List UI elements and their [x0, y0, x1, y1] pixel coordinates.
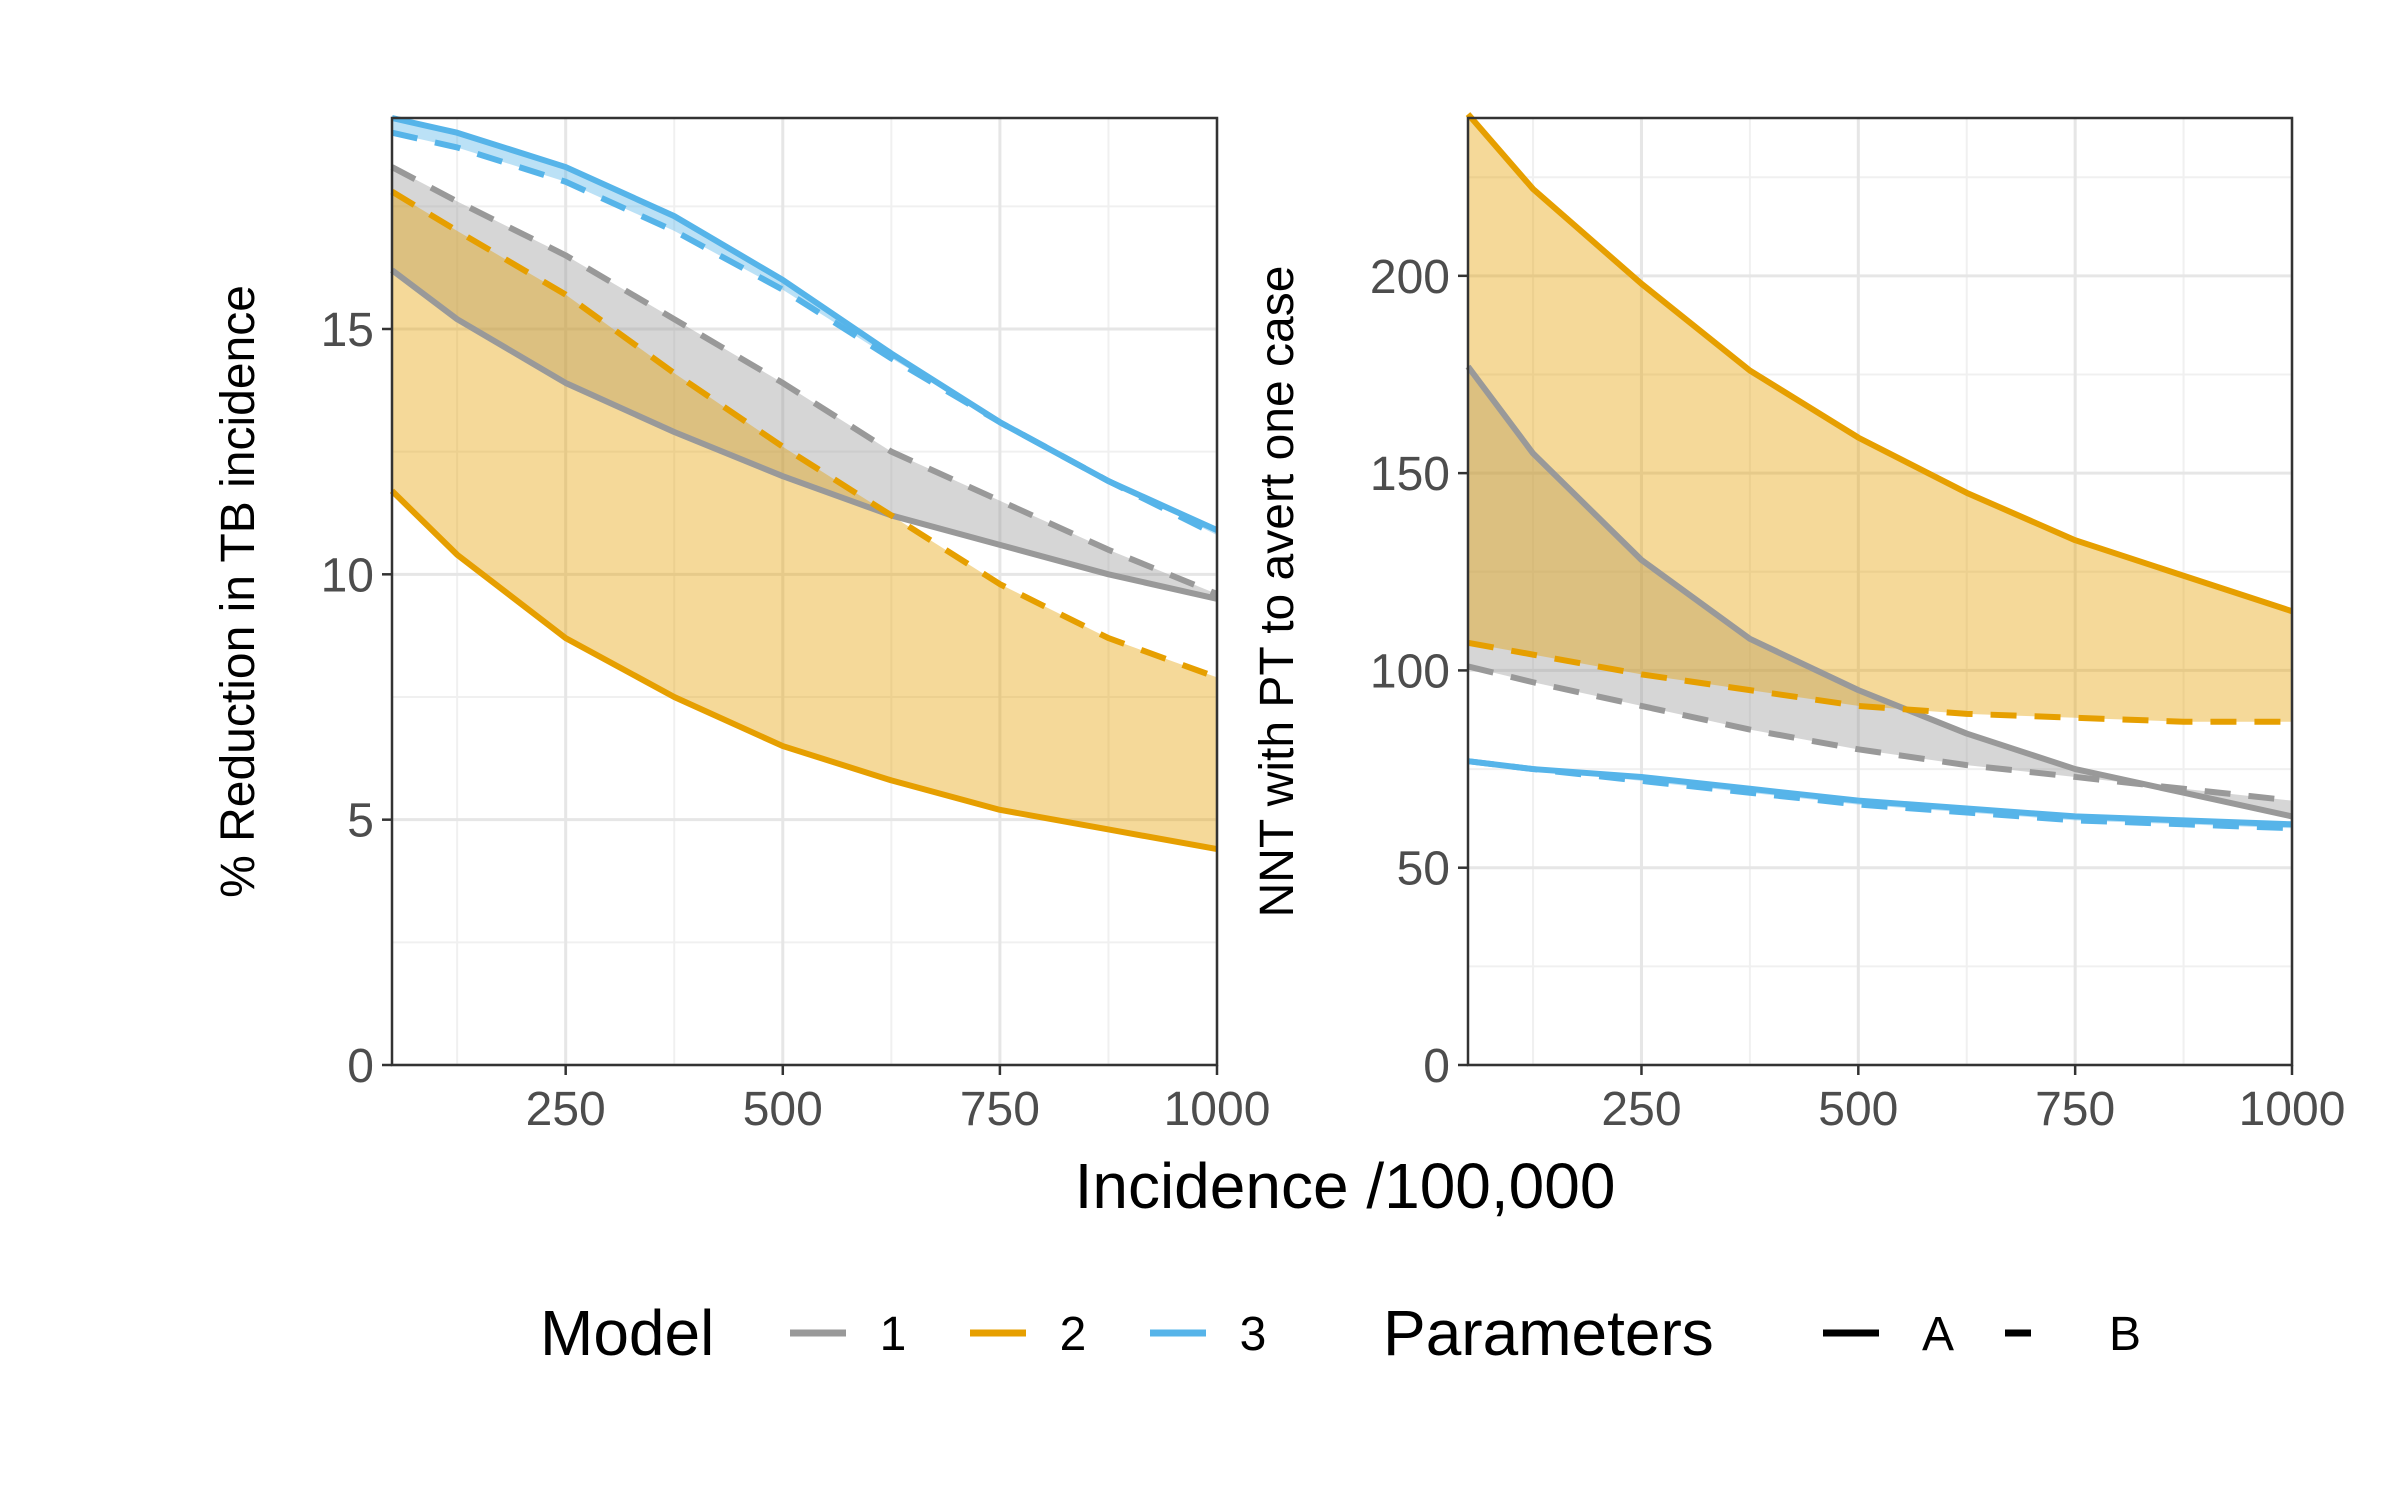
series-line-model-2-param-A: [389, 488, 1218, 853]
ribbon-model-1: [1468, 366, 2292, 817]
x-tick-label: 250: [1601, 1083, 1681, 1136]
x-tick-label: 750: [2035, 1083, 2115, 1136]
legend-title-model: Model: [540, 1297, 714, 1369]
y-tick-label: 10: [321, 549, 374, 602]
panel-right: 250 500 750 1000 0 50 100 150 200 NNT with PT to …: [1251, 112, 2346, 1136]
series-line-model-1-param-A: [1465, 364, 2293, 820]
series-line-model-2-param-B: [1467, 639, 2292, 725]
ribbon-model-2: [392, 191, 1217, 850]
y-tick-label: 100: [1370, 645, 1450, 698]
y-tick-label: 0: [347, 1040, 374, 1093]
x-tick-label: 250: [526, 1083, 606, 1136]
panel-frame: [1466, 116, 2294, 1067]
legend-label-model-2: 2: [1060, 1308, 1087, 1361]
y-tick-label: 200: [1370, 251, 1450, 304]
y-tick-label: 50: [1397, 843, 1450, 896]
series-line-model-3-param-B: [391, 129, 1219, 538]
series-line-model-1-param-B: [390, 164, 1219, 597]
series-line-model-1-param-A: [390, 267, 1218, 602]
y-tick-label: 15: [321, 304, 374, 357]
legend-title-parameters: Parameters: [1383, 1297, 1714, 1369]
y-tick-label: 5: [347, 795, 374, 848]
y-tick-label: 150: [1370, 448, 1450, 501]
y-tick-label: 0: [1423, 1040, 1450, 1093]
x-tick-label: 1000: [2239, 1083, 2346, 1136]
series-line-model-1-param-B: [1467, 663, 2293, 804]
x-axis-title: Incidence /100,000: [1075, 1150, 1616, 1222]
series-line-model-3-param-B: [1467, 758, 2293, 832]
y-axis-title: NNT with PT to avert one case: [1251, 266, 1304, 918]
series-line-model-3-param-A: [1467, 758, 2293, 828]
x-tick-label: 750: [960, 1083, 1040, 1136]
legend-label-param-B: B: [2109, 1308, 2141, 1361]
legend-label-model-3: 3: [1240, 1308, 1267, 1361]
legend-label-param-A: A: [1922, 1308, 1954, 1361]
x-tick-label: 1000: [1164, 1083, 1271, 1136]
ribbon-model-2: [1468, 114, 2292, 722]
x-tick-label: 500: [1818, 1083, 1898, 1136]
panel-left: 250 500 750 1000 0 5 10 15 % Reduction in TB inc…: [212, 115, 1271, 1136]
y-axis-title: % Reduction in TB incidence: [212, 285, 265, 898]
x-tick-label: 500: [743, 1083, 823, 1136]
legend-label-model-1: 1: [880, 1308, 907, 1361]
legend: Model 1 2 3 Parameters A B: [540, 1297, 2141, 1369]
series-line-model-2-param-A: [1465, 112, 2293, 615]
panel-frame: [390, 116, 1219, 1067]
series-line-model-2-param-B: [390, 189, 1219, 681]
